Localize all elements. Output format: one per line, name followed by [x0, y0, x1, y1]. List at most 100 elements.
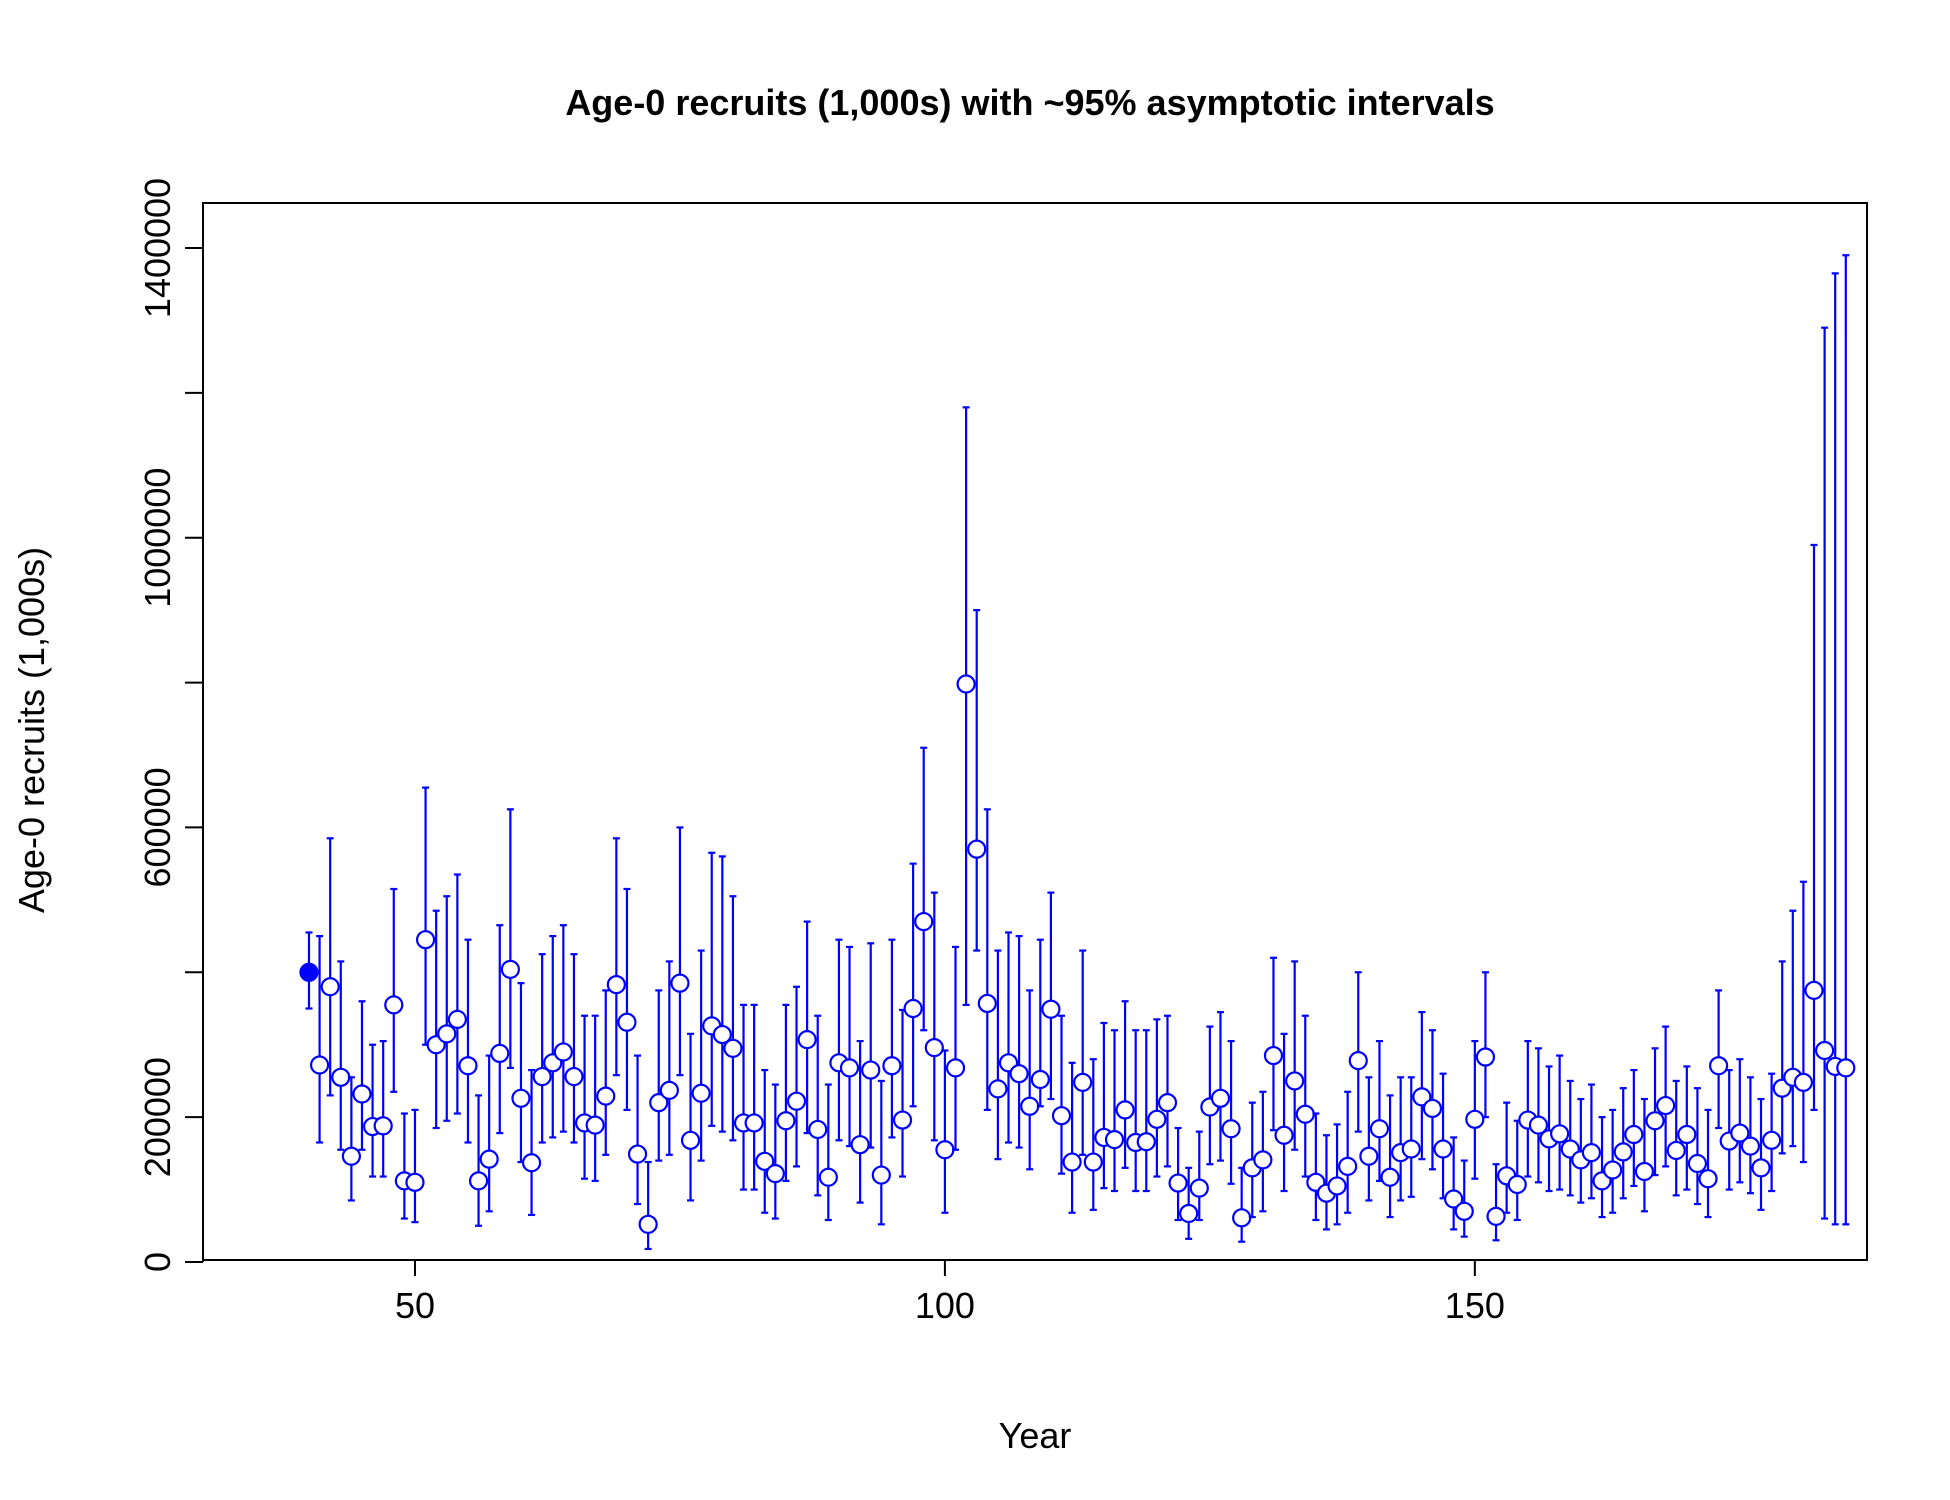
- data-point-91: [1263, 1045, 1284, 1066]
- data-point-141: [1793, 1072, 1814, 1092]
- data-point-82: [1168, 1173, 1188, 1193]
- x-tick-label-0: 50: [395, 1285, 435, 1326]
- data-point-124: [1613, 1142, 1633, 1162]
- data-point-130: [1677, 1124, 1697, 1145]
- data-point-27: [585, 1115, 605, 1135]
- data-point-100: [1359, 1146, 1379, 1166]
- data-point-61: [945, 1058, 966, 1078]
- data-point-114: [1507, 1174, 1527, 1195]
- data-point-0: [299, 962, 319, 982]
- data-point-116: [1528, 1115, 1549, 1135]
- data-point-77: [1115, 1100, 1135, 1120]
- data-point-133: [1709, 1056, 1729, 1076]
- data-point-52: [850, 1135, 870, 1155]
- data-point-105: [1412, 1087, 1432, 1107]
- data-point-47: [797, 1030, 817, 1050]
- data-point-76: [1104, 1129, 1125, 1150]
- data-point-31: [627, 1144, 648, 1164]
- y-tick-label-5: 1000000: [137, 468, 178, 608]
- data-point-92: [1274, 1125, 1294, 1145]
- data-point-88: [1232, 1208, 1252, 1228]
- data-point-70: [1041, 999, 1061, 1019]
- data-point-81: [1157, 1093, 1178, 1113]
- data-point-104: [1401, 1139, 1421, 1159]
- data-point-127: [1645, 1111, 1665, 1131]
- data-point-7: [373, 1116, 393, 1136]
- y-axis-label: Age-0 recruits (1,000s): [11, 547, 52, 913]
- y-tick-label-3: 600000: [137, 767, 178, 887]
- data-point-63: [967, 839, 987, 859]
- data-point-29: [606, 974, 626, 995]
- data-point-54: [871, 1165, 891, 1185]
- data-point-118: [1550, 1124, 1570, 1144]
- data-point-129: [1666, 1140, 1686, 1161]
- x-tick-label-2: 150: [1445, 1285, 1505, 1326]
- data-point-46: [786, 1091, 807, 1111]
- data-point-24: [553, 1042, 573, 1062]
- data-point-39: [712, 1024, 732, 1045]
- data-point-48: [808, 1119, 828, 1140]
- data-point-86: [1210, 1088, 1231, 1108]
- data-point-72: [1062, 1152, 1082, 1172]
- data-point-42: [744, 1113, 764, 1133]
- data-point-10: [405, 1172, 425, 1192]
- x-tick-label-1: 100: [915, 1285, 975, 1326]
- data-point-14: [447, 1009, 467, 1029]
- data-point-87: [1221, 1119, 1241, 1139]
- data-point-102: [1380, 1167, 1400, 1187]
- data-point-34: [659, 1080, 679, 1100]
- data-point-49: [818, 1167, 838, 1187]
- data-point-132: [1698, 1169, 1718, 1189]
- data-point-136: [1740, 1136, 1761, 1156]
- data-point-37: [691, 1083, 711, 1103]
- data-point-1: [309, 1055, 330, 1075]
- data-point-57: [903, 998, 923, 1019]
- data-point-98: [1338, 1156, 1358, 1176]
- data-point-30: [617, 1012, 637, 1032]
- data-point-55: [882, 1056, 902, 1076]
- data-point-71: [1051, 1106, 1072, 1126]
- data-point-90: [1253, 1150, 1273, 1170]
- data-point-56: [892, 1110, 913, 1130]
- data-point-60: [935, 1140, 955, 1160]
- data-point-18: [490, 1043, 510, 1064]
- data-point-137: [1751, 1158, 1771, 1178]
- data-point-17: [479, 1149, 499, 1169]
- data-point-21: [521, 1153, 542, 1173]
- data-point-44: [765, 1164, 785, 1184]
- data-point-2: [320, 977, 340, 997]
- data-point-109: [1454, 1201, 1474, 1221]
- data-point-131: [1687, 1153, 1708, 1174]
- data-point-40: [723, 1038, 743, 1058]
- data-point-20: [511, 1088, 531, 1108]
- data-point-43: [755, 1151, 775, 1171]
- data-point-97: [1327, 1176, 1347, 1196]
- y-tick-label-0: 0: [137, 1252, 178, 1272]
- data-series: [299, 254, 1856, 1251]
- data-point-93: [1285, 1071, 1305, 1091]
- data-point-111: [1475, 1047, 1496, 1067]
- data-point-107: [1433, 1139, 1453, 1159]
- data-point-84: [1189, 1178, 1209, 1198]
- data-point-35: [670, 973, 690, 993]
- y-tick-label-1: 200000: [137, 1057, 178, 1177]
- data-point-128: [1656, 1095, 1676, 1116]
- data-point-64: [977, 993, 997, 1014]
- data-point-33: [649, 1093, 669, 1113]
- data-point-22: [532, 1066, 552, 1087]
- data-point-65: [988, 1079, 1008, 1099]
- data-point-121: [1581, 1143, 1602, 1163]
- data-point-94: [1295, 1104, 1315, 1124]
- data-point-16: [468, 1171, 489, 1191]
- data-point-83: [1179, 1203, 1199, 1224]
- data-point-123: [1603, 1160, 1623, 1180]
- data-point-32: [638, 1214, 658, 1234]
- data-point-62: [956, 674, 976, 694]
- data-point-5: [352, 1084, 372, 1104]
- data-point-13: [437, 1024, 457, 1044]
- data-point-79: [1136, 1132, 1156, 1152]
- data-point-138: [1762, 1130, 1782, 1150]
- data-point-126: [1634, 1161, 1655, 1182]
- data-point-73: [1073, 1072, 1093, 1092]
